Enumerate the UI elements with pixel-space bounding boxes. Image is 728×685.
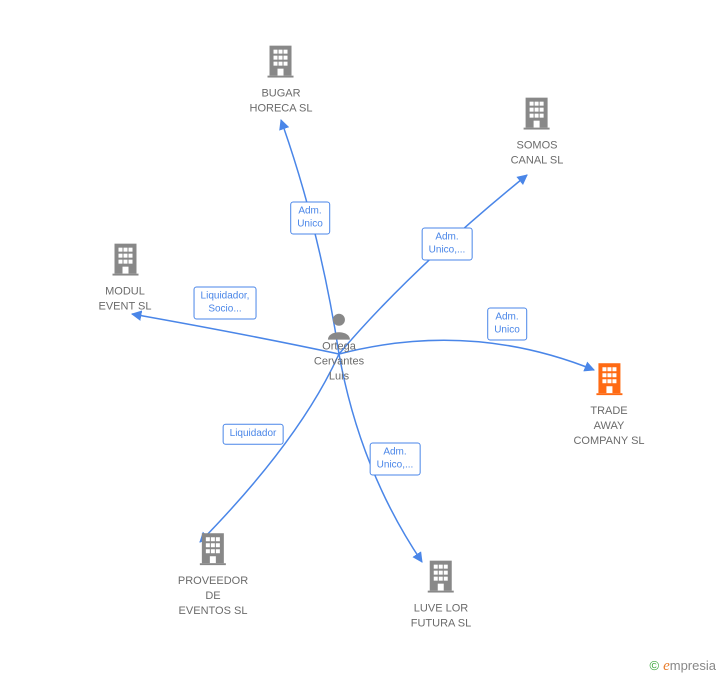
watermark-e: e bbox=[663, 658, 670, 674]
company-node-somos[interactable]: SOMOSCANAL SL bbox=[511, 96, 564, 169]
company-node-luve[interactable]: LUVE LORFUTURA SL bbox=[411, 559, 472, 632]
edge-label-bugar[interactable]: Adm. Unico bbox=[290, 202, 330, 235]
edge-label-luve[interactable]: Adm. Unico,... bbox=[370, 443, 421, 476]
company-node-modul[interactable]: MODULEVENT SL bbox=[99, 242, 152, 315]
edge-label-somos[interactable]: Adm. Unico,... bbox=[422, 228, 473, 261]
edge-label-prov[interactable]: Liquidador bbox=[223, 424, 284, 445]
company-node-label: SOMOSCANAL SL bbox=[511, 139, 564, 169]
company-node-trade[interactable]: TRADEAWAYCOMPANY SL bbox=[573, 361, 644, 449]
company-node-label: TRADEAWAYCOMPANY SL bbox=[573, 404, 644, 449]
person-icon bbox=[326, 312, 352, 340]
edge-to-trade bbox=[339, 340, 594, 370]
building-icon bbox=[426, 580, 456, 597]
building-icon bbox=[522, 117, 552, 134]
company-node-label: BUGARHORECA SL bbox=[250, 87, 313, 117]
copyright-symbol: © bbox=[649, 658, 659, 673]
center-node-person[interactable]: Ortega Cervantes Luis bbox=[314, 312, 364, 385]
building-icon bbox=[198, 552, 228, 569]
building-icon bbox=[594, 382, 624, 399]
edge-label-trade[interactable]: Adm. Unico bbox=[487, 308, 527, 341]
building-icon bbox=[110, 263, 140, 280]
watermark: © empresia bbox=[649, 658, 716, 675]
network-diagram: Ortega Cervantes Luis BUGARHORECA SL SOM… bbox=[0, 0, 728, 685]
company-node-bugar[interactable]: BUGARHORECA SL bbox=[250, 44, 313, 117]
company-node-label: LUVE LORFUTURA SL bbox=[411, 602, 472, 632]
center-node-label: Ortega Cervantes Luis bbox=[314, 340, 364, 385]
edge-label-modul[interactable]: Liquidador, Socio... bbox=[194, 287, 257, 320]
watermark-text: mpresia bbox=[670, 658, 716, 673]
company-node-prov[interactable]: PROVEEDORDEEVENTOS SL bbox=[178, 531, 248, 619]
building-icon bbox=[266, 65, 296, 82]
edge-to-modul bbox=[132, 314, 339, 354]
company-node-label: MODULEVENT SL bbox=[99, 285, 152, 315]
company-node-label: PROVEEDORDEEVENTOS SL bbox=[178, 574, 248, 619]
